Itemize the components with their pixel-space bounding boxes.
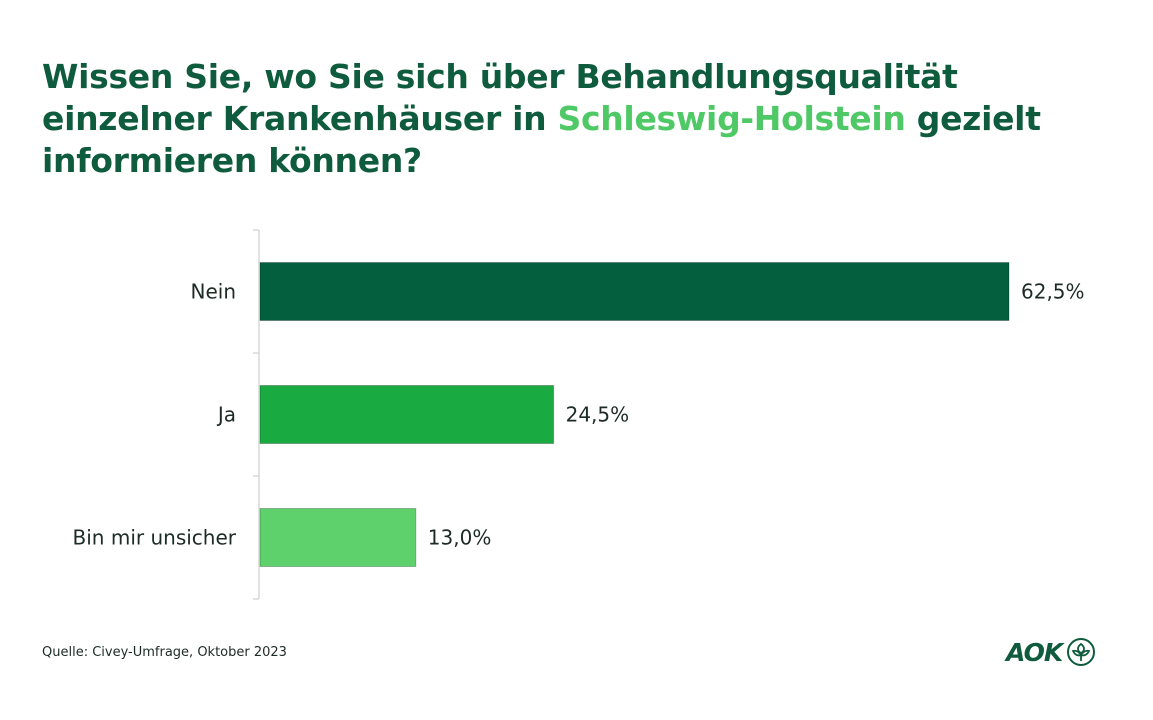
source-note: Quelle: Civey-Umfrage, Oktober 2023: [42, 645, 287, 660]
bar-2: [259, 385, 555, 444]
aok-leaf-icon: [1067, 638, 1096, 666]
value-label: 24,5%: [566, 403, 630, 427]
value-label: 62,5%: [1021, 280, 1085, 304]
bar-1: [259, 262, 1010, 321]
chart-title: Wissen Sie, wo Sie sich über Behandlungs…: [42, 56, 1102, 182]
aok-logo: AOK: [1006, 634, 1096, 670]
bar-3: [259, 508, 417, 567]
logo-text: AOK: [1006, 637, 1063, 667]
title-part-1: Wissen Sie, wo Sie sich über Behandlungs…: [42, 57, 958, 138]
title-highlight: Schleswig-Holstein: [557, 99, 906, 138]
category-label: Ja: [216, 403, 236, 427]
category-label: Nein: [191, 280, 237, 304]
category-label: Bin mir unsicher: [73, 526, 237, 550]
title-part-2: gezielt informieren können?: [42, 99, 1041, 180]
value-label: 13,0%: [428, 526, 492, 550]
